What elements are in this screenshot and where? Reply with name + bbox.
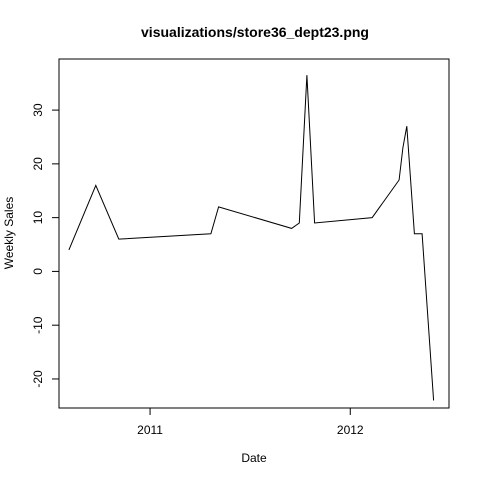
series-layer — [68, 75, 435, 401]
y-tick-label: 20 — [31, 157, 45, 171]
y-tick-label: 10 — [31, 211, 45, 225]
y-axis-label: Weekly Sales — [2, 197, 16, 269]
x-axis: 2011 2012 — [137, 408, 364, 437]
x-tick-label: 2012 — [337, 423, 364, 437]
chart-title: visualizations/store36_dept23.png — [141, 24, 369, 40]
y-tick-label: -10 — [31, 316, 45, 334]
plot-frame — [58, 58, 450, 409]
y-tick-label: 0 — [31, 268, 45, 275]
x-axis-label: Date — [241, 451, 267, 465]
series-line — [68, 75, 435, 401]
y-tick-label: 30 — [31, 103, 45, 117]
x-tick-label: 2011 — [137, 423, 163, 437]
y-tick-label: -20 — [31, 370, 45, 388]
y-axis: -20 -10 0 10 20 30 — [31, 103, 59, 388]
